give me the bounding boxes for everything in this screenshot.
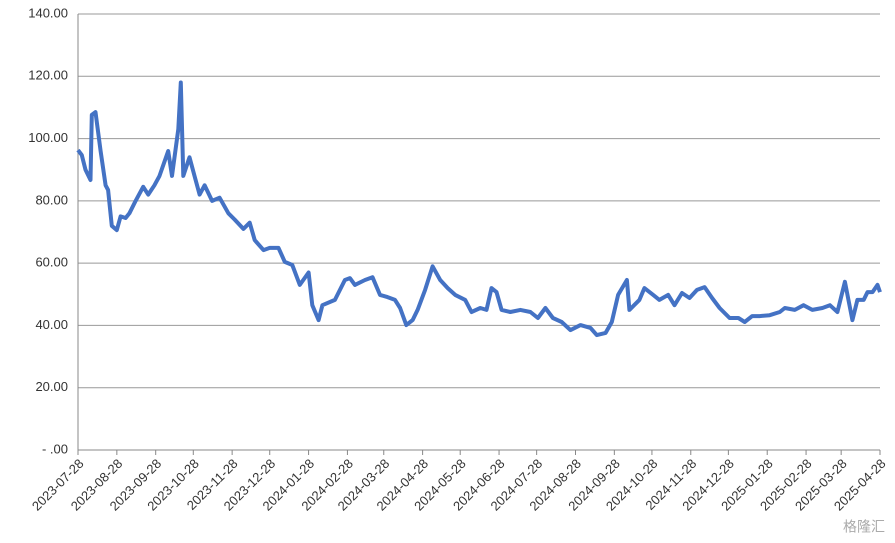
y-tick-label: 140.00 — [28, 5, 68, 20]
watermark: 格隆汇 — [843, 519, 885, 535]
y-tick-label: - .00 — [42, 441, 68, 456]
y-tick-label: 80.00 — [35, 192, 68, 207]
y-tick-label: 120.00 — [28, 68, 68, 83]
y-tick-label: 20.00 — [35, 379, 68, 394]
data-line — [76, 80, 882, 338]
y-tick-label: 60.00 — [35, 255, 68, 270]
y-tick-label: 40.00 — [35, 317, 68, 332]
y-tick-label: 100.00 — [28, 130, 68, 145]
